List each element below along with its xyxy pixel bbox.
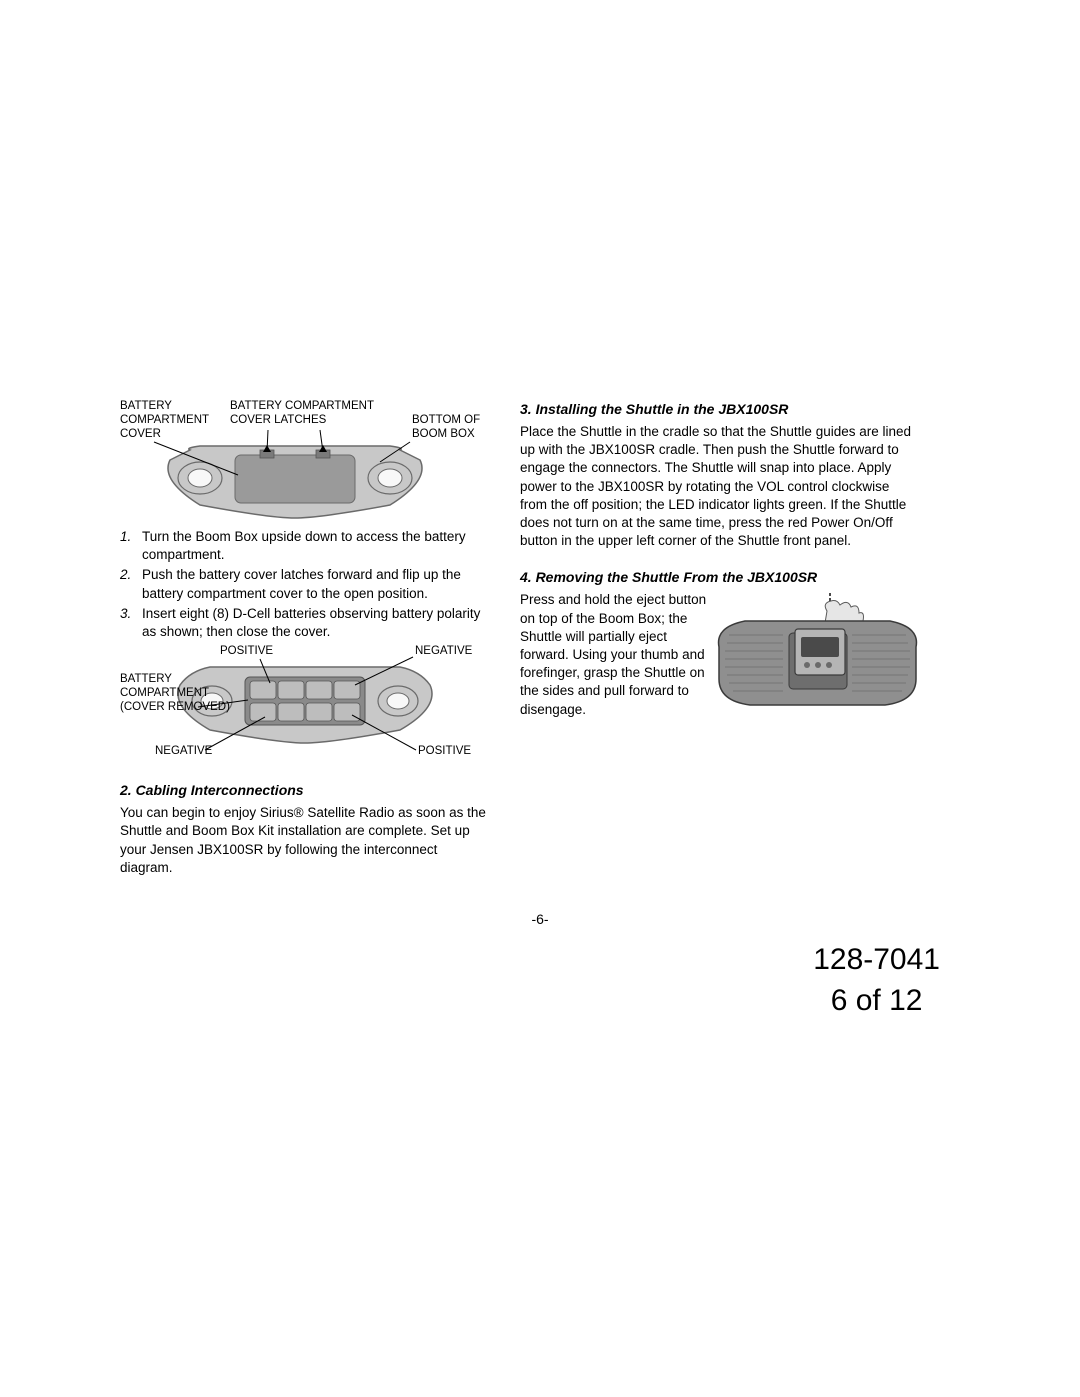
label-bottom-of-boom-box: BOTTOM OFBOOM BOX: [412, 414, 480, 442]
step-2-text: Push the battery cover latches forward a…: [142, 566, 490, 602]
label-negative-tr: NEGATIVE: [415, 645, 472, 659]
label-positive-tl: POSITIVE: [220, 645, 273, 659]
right-column: 3. Installing the Shuttle in the JBX100S…: [520, 400, 920, 887]
label-negative-bl: NEGATIVE: [155, 745, 212, 759]
label-positive-br: POSITIVE: [418, 745, 471, 759]
section-4-heading: 4. Removing the Shuttle From the JBX100S…: [520, 568, 920, 587]
label-battery-compartment-cover: BATTERYCOMPARTMENTCOVER: [120, 400, 209, 441]
step-2: 2.Push the battery cover latches forward…: [120, 566, 490, 602]
boombox-removal-svg: [715, 593, 920, 713]
section-2-body: You can begin to enjoy Sirius® Satellite…: [120, 804, 490, 877]
section-3-heading: 3. Installing the Shuttle in the JBX100S…: [520, 400, 920, 419]
step-1-text: Turn the Boom Box upside down to access …: [142, 528, 490, 564]
inner-page-number: -6-: [120, 911, 960, 927]
section-3-body: Place the Shuttle in the cradle so that …: [520, 423, 920, 551]
two-column-layout: BATTERYCOMPARTMENTCOVER BATTERY COMPARTM…: [120, 400, 960, 887]
step-3-text: Insert eight (8) D-Cell batteries observ…: [142, 605, 490, 641]
section-2-heading: 2. Cabling Interconnections: [120, 781, 490, 800]
step-3: 3.Insert eight (8) D-Cell batteries obse…: [120, 605, 490, 641]
footer-doc-id: 128-7041: [813, 940, 940, 981]
section-4-wrap: Press and hold the eject button on top o…: [520, 591, 920, 719]
step-1: 1.Turn the Boom Box upside down to acces…: [120, 528, 490, 564]
footer-doc-info: 128-7041 6 of 12: [813, 940, 940, 1021]
figure-battery-compartment-top: BATTERYCOMPARTMENTCOVER BATTERY COMPARTM…: [120, 400, 490, 520]
footer-page-of: 6 of 12: [813, 981, 940, 1022]
label-cover-latches: BATTERY COMPARTMENTCOVER LATCHES: [230, 400, 374, 428]
label-cover-removed: BATTERYCOMPARTMENT(COVER REMOVED): [120, 673, 230, 714]
battery-install-steps: 1.Turn the Boom Box upside down to acces…: [120, 528, 490, 641]
left-column: BATTERYCOMPARTMENTCOVER BATTERY COMPARTM…: [120, 400, 490, 887]
figure-battery-polarity: POSITIVE NEGATIVE BATTERYCOMPARTMENT(COV…: [120, 645, 490, 773]
page-content: BATTERYCOMPARTMENTCOVER BATTERY COMPARTM…: [120, 400, 960, 927]
